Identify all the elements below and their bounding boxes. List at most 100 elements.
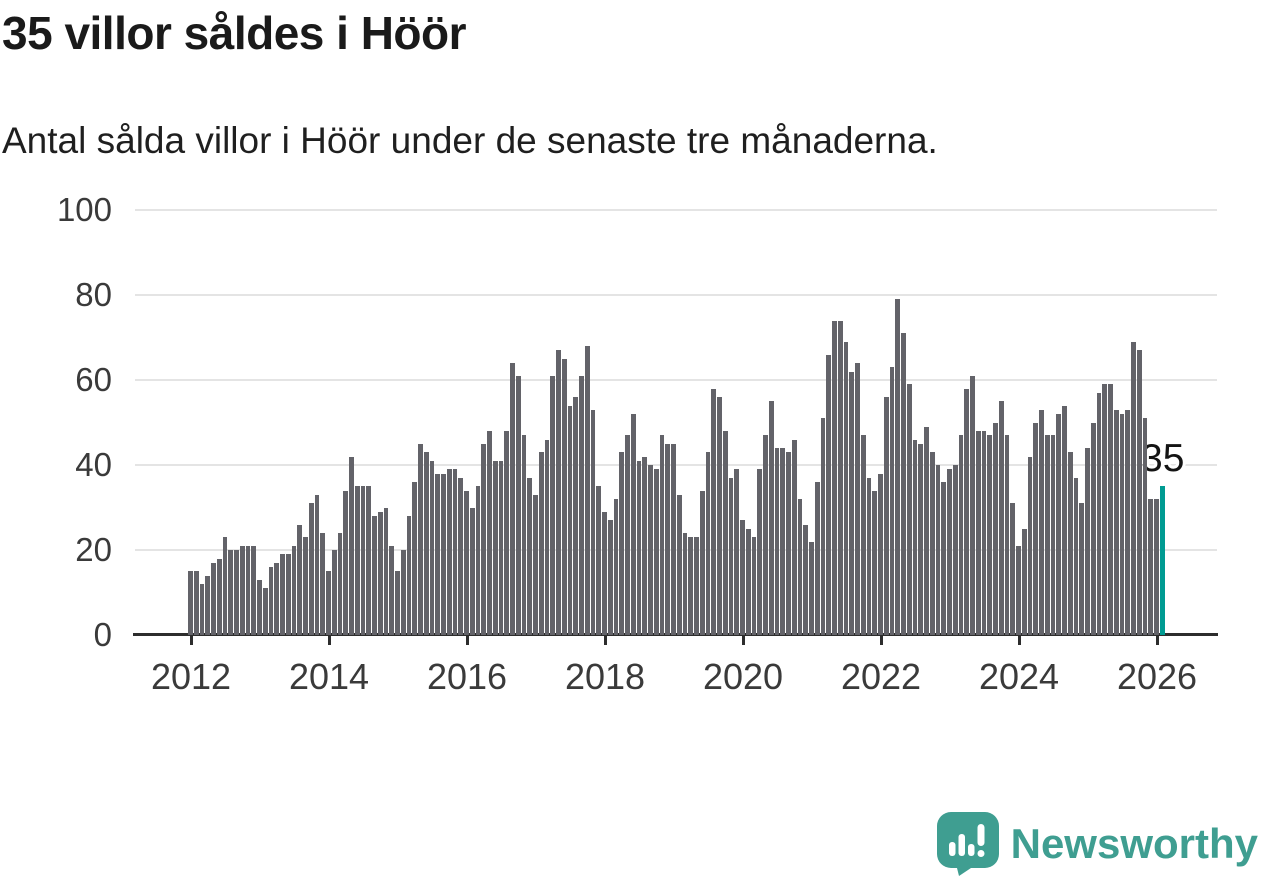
bar — [291, 545, 297, 635]
x-axis-tick — [741, 636, 745, 645]
bar — [481, 443, 487, 635]
bar — [682, 533, 688, 635]
bar — [717, 397, 722, 635]
bar — [193, 571, 199, 635]
bar — [544, 439, 550, 635]
bar — [372, 516, 377, 635]
bar — [188, 571, 193, 635]
bar — [262, 588, 268, 635]
bar — [274, 562, 280, 635]
x-axis-tick-label: 2014 — [288, 656, 370, 697]
bar — [768, 401, 774, 635]
bar — [412, 482, 418, 635]
y-axis-tick-label: 100 — [56, 191, 112, 228]
bar — [866, 477, 872, 635]
x-axis-tick-label: 2026 — [1116, 656, 1198, 697]
bar — [452, 469, 458, 635]
bar — [751, 537, 757, 635]
highlighted-bar — [1159, 486, 1165, 635]
bar — [337, 533, 343, 635]
bar — [251, 545, 257, 635]
bar — [665, 443, 671, 635]
bar — [952, 465, 958, 635]
bar — [268, 567, 274, 635]
y-axis-tick-label: 0 — [93, 616, 112, 653]
bar — [458, 477, 464, 635]
bar — [981, 431, 987, 635]
bar — [1136, 350, 1142, 635]
gridline-80 — [135, 294, 1217, 296]
bar — [303, 537, 308, 635]
y-axis-tick-label: 80 — [75, 276, 112, 313]
bar — [222, 537, 228, 635]
bar — [556, 350, 561, 635]
bar — [1131, 341, 1136, 635]
bar — [400, 550, 406, 635]
bar — [602, 511, 607, 635]
bar — [613, 499, 619, 635]
bar — [527, 477, 533, 635]
x-axis-tick — [603, 636, 607, 645]
bar — [993, 422, 998, 635]
bar — [929, 452, 935, 635]
bar — [446, 469, 452, 635]
bar — [745, 528, 751, 635]
bar — [809, 541, 814, 635]
bar — [855, 363, 860, 635]
gridline-20 — [135, 549, 1217, 551]
bar — [211, 562, 216, 635]
bar — [648, 465, 653, 635]
y-axis-tick-label: 40 — [75, 446, 112, 483]
bar — [780, 448, 786, 635]
bar — [757, 469, 763, 635]
bar — [1033, 422, 1039, 635]
bar — [1056, 414, 1062, 635]
bar — [1073, 477, 1079, 635]
bar — [515, 375, 521, 635]
bar — [1154, 499, 1159, 635]
chart-subtitle: Antal sålda villor i Höör under de senas… — [2, 120, 938, 161]
bar — [705, 452, 711, 635]
bar — [826, 354, 832, 635]
bar — [538, 452, 544, 635]
bar — [958, 435, 964, 635]
bar — [625, 435, 630, 635]
bar — [906, 384, 912, 635]
x-axis-tick-label: 2022 — [840, 656, 922, 697]
bar — [688, 537, 694, 635]
bar — [1062, 405, 1067, 635]
bar — [331, 550, 337, 635]
bar — [584, 346, 590, 635]
bar — [1125, 409, 1131, 635]
bar — [280, 554, 285, 635]
bar — [389, 545, 395, 635]
bar — [429, 460, 435, 635]
bar — [1039, 409, 1044, 635]
bar — [1090, 422, 1096, 635]
bar — [630, 414, 636, 635]
bar — [199, 584, 205, 635]
bar — [354, 486, 360, 635]
bar — [579, 375, 584, 635]
bar — [1010, 503, 1016, 635]
bar — [228, 550, 234, 635]
bar — [619, 452, 625, 635]
bar — [676, 494, 682, 635]
x-axis-tick-label: 2016 — [426, 656, 508, 697]
gridline-60 — [135, 379, 1217, 381]
x-axis-tick — [327, 636, 331, 645]
x-axis-tick-label: 2024 — [978, 656, 1060, 697]
bar — [510, 363, 515, 635]
bar — [964, 388, 970, 635]
bar — [895, 299, 901, 635]
bar — [901, 333, 906, 635]
bar — [889, 367, 895, 635]
bar — [694, 537, 699, 635]
bar — [849, 371, 855, 635]
bar — [234, 550, 239, 635]
bar — [970, 375, 975, 635]
bar — [320, 533, 326, 635]
bar — [918, 443, 924, 635]
bar — [820, 418, 826, 635]
bar — [998, 401, 1004, 635]
